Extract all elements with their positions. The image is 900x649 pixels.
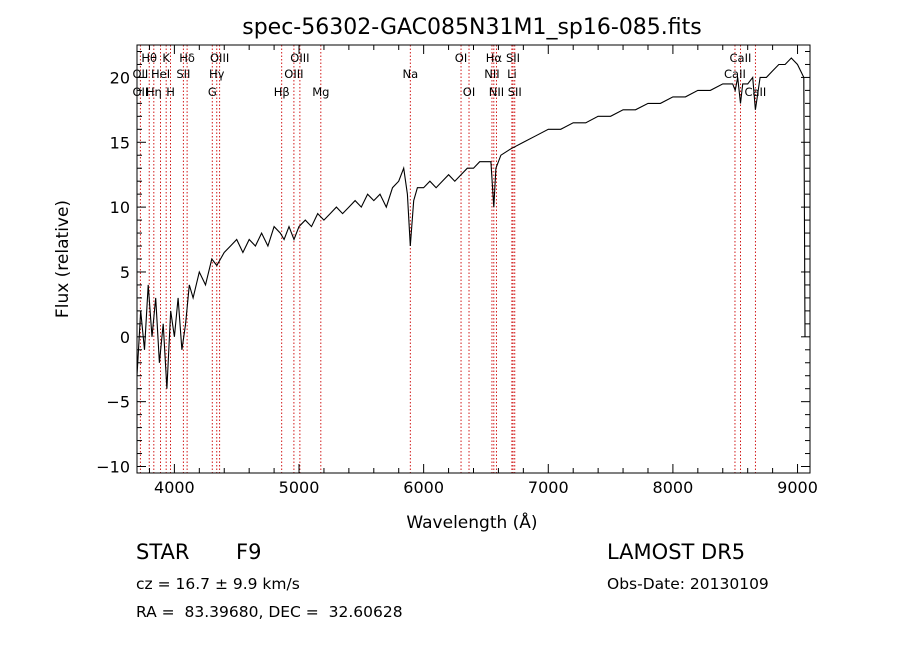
line-label: SII xyxy=(176,67,190,81)
line-label: HeI xyxy=(151,67,170,81)
line-label: OIII xyxy=(210,51,229,65)
y-tick-label: −10 xyxy=(96,458,130,477)
x-tick-label: 7000 xyxy=(528,478,569,497)
spectrum-line xyxy=(136,57,806,389)
x-tick-label: 4000 xyxy=(154,478,195,497)
y-tick-label: 0 xyxy=(120,328,130,347)
line-label: G xyxy=(208,85,217,99)
x-axis-label: Wavelength (Å) xyxy=(406,511,537,533)
coordinates-text: RA = 83.39680, DEC = 32.60628 xyxy=(136,603,403,621)
line-label: SII xyxy=(506,51,520,65)
line-label: H xyxy=(166,85,175,99)
y-tick-label: −5 xyxy=(106,393,130,412)
line-label: Hη xyxy=(146,85,162,99)
line-label: Mg xyxy=(312,85,329,99)
line-label: Hγ xyxy=(209,67,225,81)
y-tick-label: 15 xyxy=(110,133,130,152)
line-label: CaII xyxy=(730,51,752,65)
y-axis-ticks: −10 −5 0 5 10 15 20 xyxy=(96,50,810,477)
x-axis-ticks: 4000 5000 6000 7000 8000 9000 xyxy=(148,45,818,497)
line-label: CaII xyxy=(744,85,766,99)
line-label: OI xyxy=(463,85,475,99)
y-axis-label: Flux (relative) xyxy=(53,200,73,318)
object-class: STAR xyxy=(136,540,190,564)
chart-title: spec-56302-GAC085N31M1_sp16-085.fits xyxy=(242,15,702,40)
line-label: NII xyxy=(489,85,504,99)
x-tick-label: 9000 xyxy=(777,478,818,497)
line-label: CaII xyxy=(724,67,746,81)
y-tick-label: 5 xyxy=(120,263,130,282)
y-tick-label: 10 xyxy=(110,198,130,217)
line-label: Hα xyxy=(486,51,503,65)
line-label: Hδ xyxy=(179,51,195,65)
y-tick-label: 20 xyxy=(110,68,130,87)
line-label: Li xyxy=(507,67,517,81)
line-label: Hβ xyxy=(274,85,290,99)
line-label: OIII xyxy=(290,51,309,65)
line-label: OI xyxy=(455,51,467,65)
line-label: OIII xyxy=(284,67,303,81)
line-label: Na xyxy=(402,67,418,81)
line-label: Hθ xyxy=(141,51,157,65)
x-tick-label: 6000 xyxy=(403,478,444,497)
line-label: NII xyxy=(484,67,499,81)
line-label: SII xyxy=(508,85,522,99)
x-tick-label: 5000 xyxy=(279,478,320,497)
line-label: K xyxy=(162,51,170,65)
line-label: OII xyxy=(132,67,148,81)
line-label: OII xyxy=(132,85,148,99)
plot-frame xyxy=(136,44,811,474)
observation-date: Obs-Date: 20130109 xyxy=(607,575,769,593)
survey-name: LAMOST DR5 xyxy=(607,540,746,564)
x-tick-label: 8000 xyxy=(653,478,694,497)
redshift-text: cz = 16.7 ± 9.9 km/s xyxy=(136,575,300,593)
spectral-line-markers xyxy=(139,45,756,473)
object-subclass: F9 xyxy=(236,540,262,564)
